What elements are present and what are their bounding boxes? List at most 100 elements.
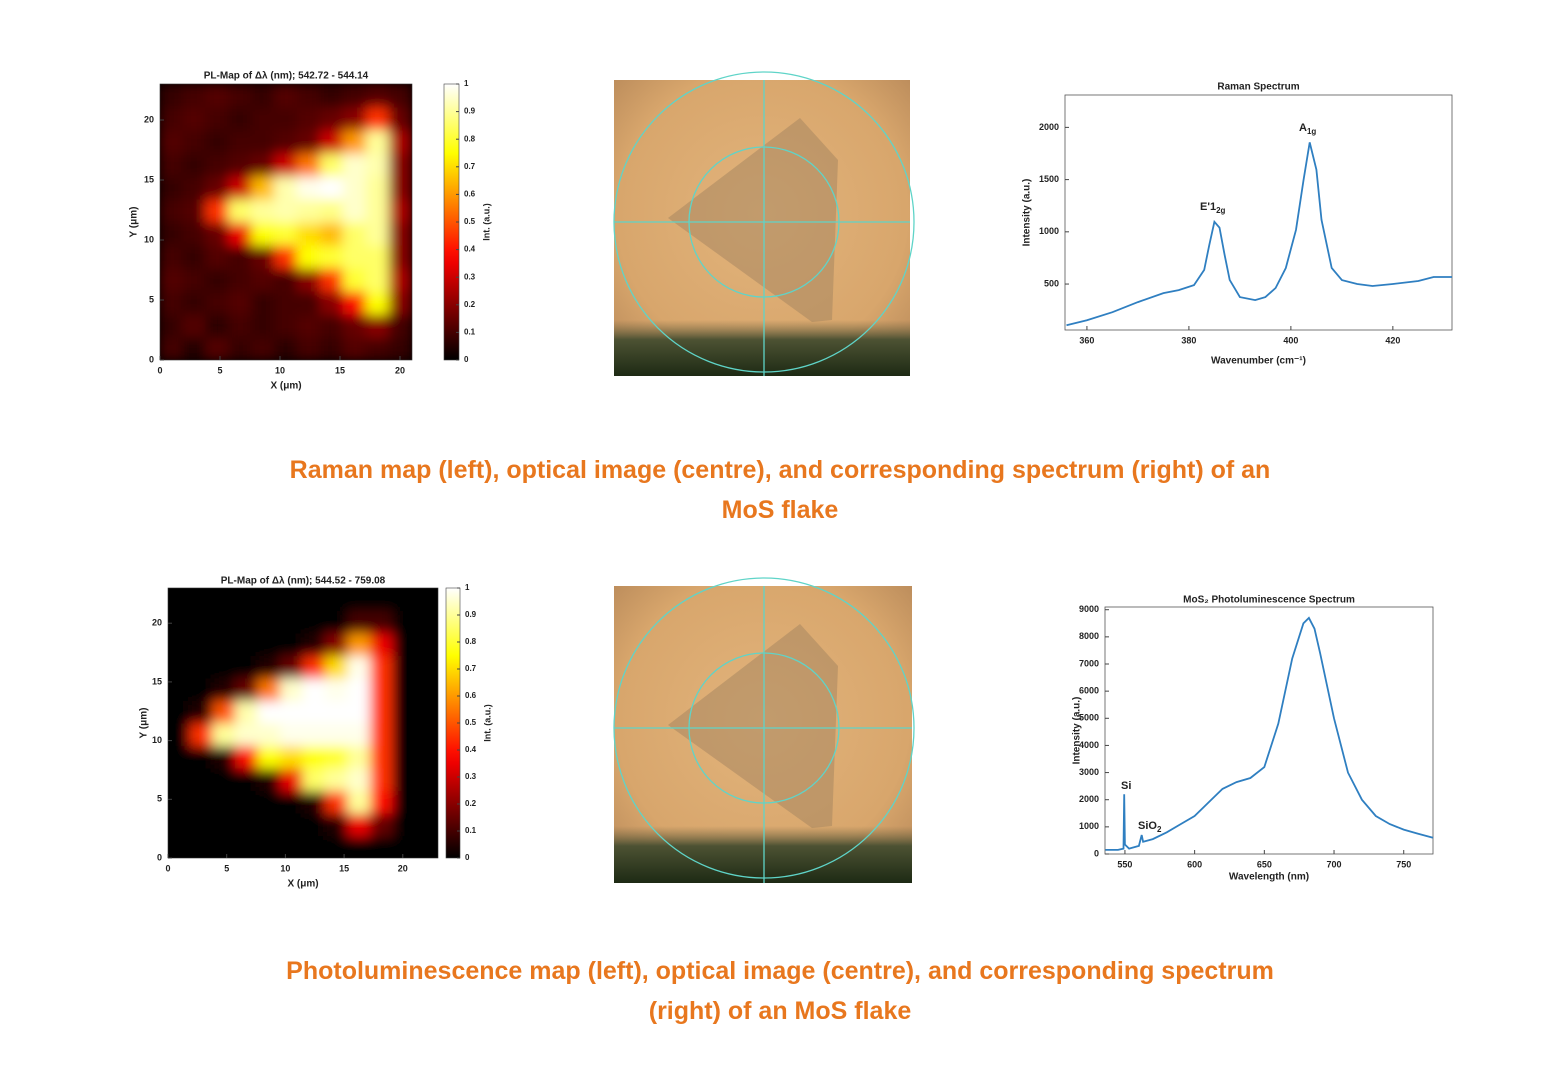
x-tick-label: 20	[398, 863, 408, 873]
colorbar-tick-label: 0.4	[465, 745, 477, 754]
heatmap-cell	[205, 336, 230, 360]
heatmap-cell	[342, 290, 367, 315]
y-tick-label: 500	[1044, 278, 1059, 288]
heatmap-cell	[160, 313, 184, 338]
heatmap-cell	[342, 221, 367, 246]
heatmap-cell	[168, 812, 191, 836]
heatmap-cell	[342, 84, 367, 108]
heatmap-cell	[280, 632, 304, 656]
heatmap-cell	[280, 655, 304, 679]
heatmap-cell	[190, 835, 214, 858]
heatmap-cell	[212, 812, 236, 836]
y-tick-label: 10	[144, 234, 154, 244]
heatmap-cell	[388, 267, 412, 292]
heatmap-cell	[205, 106, 230, 131]
heatmap-cell	[302, 835, 326, 858]
heatmap-cell	[319, 198, 344, 223]
heatmap-cell	[160, 198, 184, 223]
x-tick-label: 400	[1283, 335, 1298, 345]
heatmap-cell	[296, 267, 321, 292]
heatmap-cell	[205, 313, 230, 338]
heatmap-cell	[342, 129, 367, 154]
x-tick-label: 360	[1079, 335, 1094, 345]
heatmap-cell	[160, 290, 184, 315]
heatmap-cell	[319, 129, 344, 154]
y-axis-label: Intensity (a.u.)	[1072, 697, 1083, 765]
heatmap-cell	[212, 767, 236, 791]
heatmap-cell	[415, 655, 438, 679]
annotation: Si	[1121, 780, 1131, 792]
heatmap-cell	[296, 313, 321, 338]
x-axis-label: Wavelength (nm)	[1229, 872, 1309, 883]
heatmap-cell	[296, 152, 321, 177]
heatmap-cell	[205, 175, 230, 200]
heatmap-cell	[212, 835, 236, 858]
heatmap-cell	[325, 722, 349, 746]
y-tick-label: 7000	[1079, 658, 1099, 668]
heatmap-cell	[296, 221, 321, 246]
heatmap-cell	[205, 221, 230, 246]
heatmap-cell	[365, 106, 390, 131]
heatmap-cell	[168, 655, 191, 679]
heatmap-cell	[370, 632, 394, 656]
heatmap-cell	[205, 84, 230, 108]
heatmap-cell	[347, 588, 371, 611]
heatmap-cell	[274, 84, 298, 108]
heatmap-cell	[212, 655, 236, 679]
heatmap-cell	[342, 106, 367, 131]
heatmap-blur	[168, 588, 438, 858]
plot-area	[1104, 606, 1434, 855]
heatmap-cell	[182, 244, 207, 269]
colorbar-tick-label: 1	[465, 583, 470, 592]
heatmap-cell	[212, 677, 236, 701]
colorbar-tick-label: 0.7	[464, 162, 476, 171]
x-tick-label: 750	[1396, 859, 1411, 869]
chart-title: PL-Map of Δλ (nm); 542.72 - 544.14	[204, 71, 369, 82]
spectrum-line	[1105, 616, 1434, 851]
heatmap-cell	[392, 722, 416, 746]
heatmap-cell	[182, 267, 207, 292]
x-axis-label: X (μm)	[287, 879, 318, 890]
y-tick-label: 3000	[1079, 767, 1099, 777]
heatmap-cell	[168, 588, 191, 611]
annotation: SiO2	[1138, 820, 1162, 834]
caption: (right) of an MoS flake	[648, 997, 912, 1025]
heatmap-cell	[388, 244, 412, 269]
heatmap-cell	[392, 767, 416, 791]
y-tick-label: 15	[144, 174, 154, 184]
caption: MoS flake	[721, 496, 839, 524]
heatmap-cell	[370, 610, 394, 634]
optical-image	[613, 577, 915, 883]
heatmap-cell	[388, 221, 412, 246]
heatmap-cell	[228, 267, 253, 292]
annotation-subscript: 1g	[1307, 127, 1316, 136]
y-tick-label: 15	[152, 676, 162, 686]
optical-image	[613, 71, 915, 376]
heatmap-cell	[251, 244, 276, 269]
y-tick-label: 8000	[1079, 631, 1099, 641]
x-tick-label: 15	[335, 365, 345, 375]
heatmap-cell	[274, 336, 298, 360]
heatmap-cell	[182, 106, 207, 131]
heatmap-cell	[182, 290, 207, 315]
heatmap-cell	[168, 835, 191, 858]
heatmap-cell	[160, 106, 184, 131]
line-chart: MoS₂ Photoluminescence Spectrum Si SiO2 550…	[1072, 595, 1434, 883]
heatmap-cell	[190, 790, 214, 814]
heatmap-cell	[296, 244, 321, 269]
heatmap-cell	[415, 745, 438, 769]
heatmap-cell	[342, 313, 367, 338]
heatmap-cell	[415, 677, 438, 701]
chart-title: MoS₂ Photoluminescence Spectrum	[1183, 595, 1355, 606]
y-tick-label: 0	[1094, 848, 1099, 858]
heatmap-cell	[365, 313, 390, 338]
y-tick-label: 0	[157, 852, 162, 862]
heatmap-cells	[160, 84, 412, 360]
heatmap-cell	[302, 610, 326, 634]
heatmap-cell	[257, 632, 281, 656]
heatmap-cell	[190, 610, 214, 634]
heatmap-cell	[228, 290, 253, 315]
heatmap-cell	[392, 835, 416, 858]
